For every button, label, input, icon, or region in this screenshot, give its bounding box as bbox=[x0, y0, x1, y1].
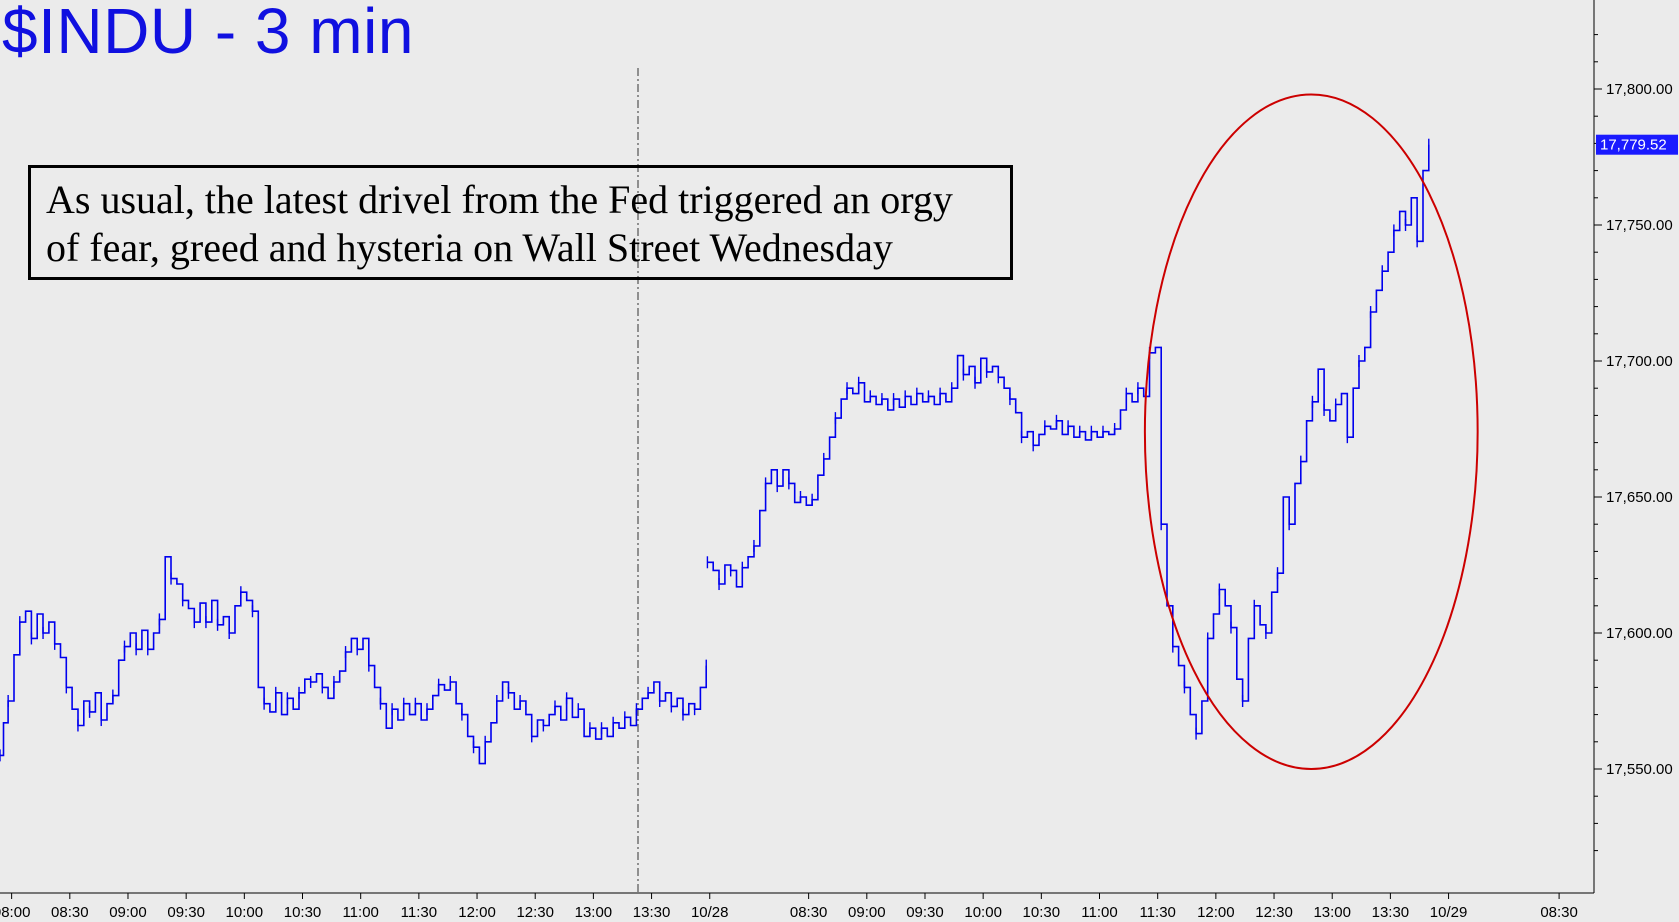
x-tick-label: 09:00 bbox=[109, 904, 147, 921]
x-tick-label: 13:00 bbox=[575, 904, 613, 921]
x-tick-label: 08:30 bbox=[1540, 904, 1578, 921]
y-tick-label: 17,600.00 bbox=[1606, 625, 1673, 642]
x-tick-label: 11:00 bbox=[342, 904, 378, 921]
x-tick-label: 12:00 bbox=[458, 904, 496, 921]
x-tick-label: 12:30 bbox=[516, 904, 554, 921]
x-tick-label: 10:30 bbox=[284, 904, 322, 921]
last-price-badge bbox=[1596, 134, 1678, 155]
x-tick-label: 10:00 bbox=[964, 904, 1002, 921]
x-axis: 08:00 08:30 09:00 09:30 10:00 10:30 11:00 11:30… bbox=[0, 892, 1594, 921]
annotation-box: As usual, the latest drivel from the Fed… bbox=[28, 165, 1013, 280]
x-tick-label: 09:30 bbox=[906, 904, 944, 921]
y-tick-label: 17,650.00 bbox=[1606, 489, 1673, 506]
x-tick-label: 13:00 bbox=[1313, 904, 1351, 921]
x-tick-label: 11:30 bbox=[401, 904, 437, 921]
x-tick-label: 10/28 bbox=[691, 904, 729, 921]
x-tick-label: 11:30 bbox=[1139, 904, 1175, 921]
annotation-line-2: of fear, greed and hysteria on Wall Stre… bbox=[46, 225, 893, 270]
x-tick-label: 08:30 bbox=[51, 904, 89, 921]
x-tick-label: 13:30 bbox=[1372, 904, 1410, 921]
y-axis: 17,550.00 17,600.00 17,650.00 17,700.00 17,7… bbox=[1593, 0, 1678, 893]
y-tick-label: 17,700.00 bbox=[1606, 353, 1673, 370]
annotation-line-1: As usual, the latest drivel from the Fed… bbox=[46, 177, 953, 222]
price-series bbox=[0, 138, 1430, 765]
chart-title: $INDU - 3 min bbox=[2, 0, 414, 67]
x-tick-label: 08:30 bbox=[790, 904, 828, 921]
y-tick-label: 17,550.00 bbox=[1606, 761, 1673, 778]
x-tick-label: 09:00 bbox=[848, 904, 886, 921]
highlight-ellipse bbox=[1143, 93, 1479, 770]
x-tick-label: 11:00 bbox=[1081, 904, 1117, 921]
x-tick-label: 12:30 bbox=[1255, 904, 1293, 921]
x-tick-label: 10/29 bbox=[1430, 904, 1468, 921]
x-tick-label: 10:30 bbox=[1023, 904, 1061, 921]
price-series-line-1 bbox=[0, 556, 707, 765]
y-tick-label: 17,800.00 bbox=[1606, 81, 1673, 98]
x-tick-label: 08:00 bbox=[0, 904, 30, 921]
x-tick-label: 09:30 bbox=[167, 904, 205, 921]
x-tick-label: 12:00 bbox=[1197, 904, 1235, 921]
x-tick-label: 13:30 bbox=[633, 904, 671, 921]
annotation-ellipse bbox=[1143, 93, 1479, 770]
last-price-label: 17,779.52 bbox=[1600, 137, 1667, 154]
x-tick-label: 10:00 bbox=[226, 904, 264, 921]
y-tick-label: 17,750.00 bbox=[1606, 217, 1673, 234]
